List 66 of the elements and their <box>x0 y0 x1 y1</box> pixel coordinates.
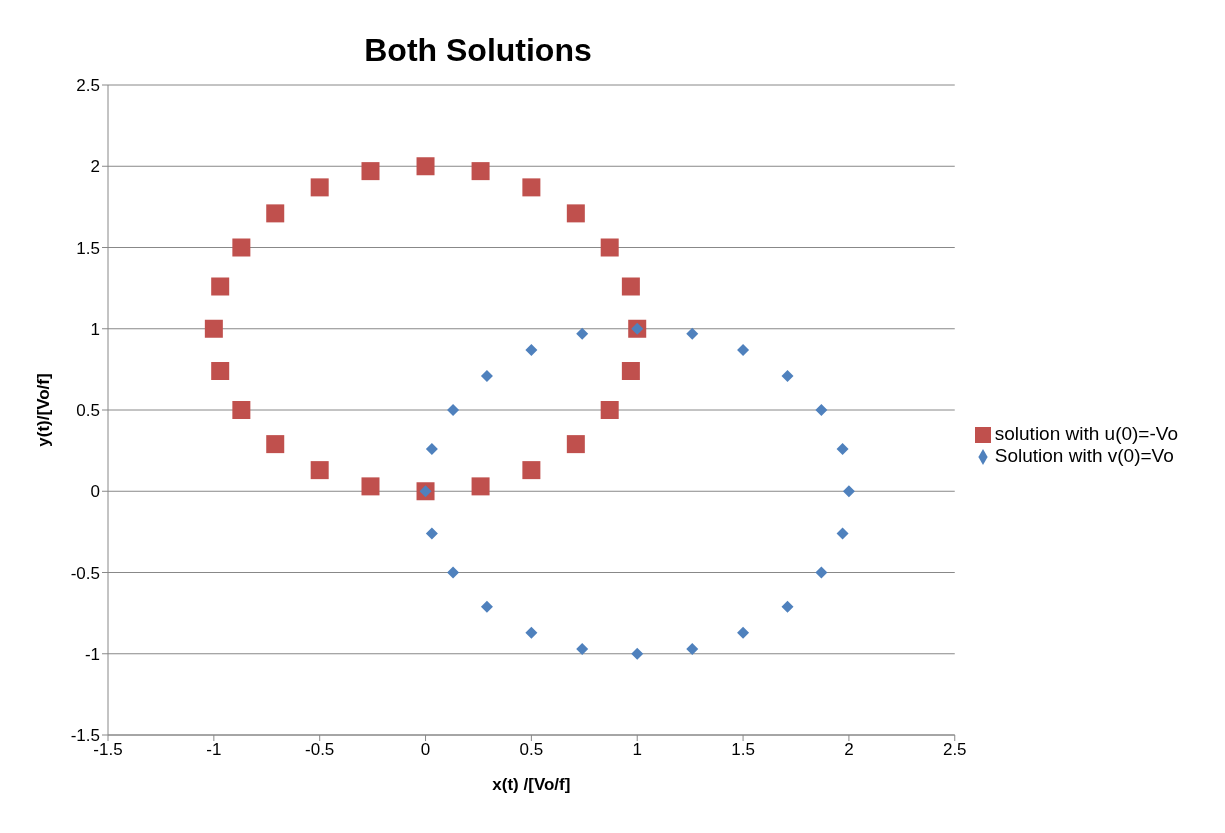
point <box>525 343 538 356</box>
y-tick-label: 1.5 <box>76 238 100 258</box>
y-tick-label: -1 <box>84 644 100 664</box>
x-axis-title: x(t) /[Vo/f] <box>492 775 571 794</box>
x-tick-label: -0.5 <box>305 740 335 760</box>
point <box>471 162 490 181</box>
point <box>836 443 849 455</box>
x-tick-label: 1.5 <box>731 740 755 760</box>
point <box>576 327 589 340</box>
point <box>631 647 644 660</box>
point <box>600 401 619 419</box>
y-tick-label: 1 <box>90 319 100 339</box>
point <box>737 626 750 639</box>
point <box>566 204 585 223</box>
point <box>447 566 460 579</box>
point <box>425 527 438 540</box>
y-tick-label: 2.5 <box>76 76 100 96</box>
y-tick-label: -1.5 <box>70 726 100 746</box>
point <box>522 178 541 197</box>
point <box>447 404 460 416</box>
point <box>416 157 435 176</box>
point <box>232 401 251 419</box>
point <box>815 404 828 416</box>
y-tick-label: 0 <box>90 482 100 502</box>
point <box>621 362 640 380</box>
point <box>211 362 230 380</box>
point <box>310 178 329 197</box>
y-axis-title: y(t)/[Vo/f] <box>34 373 54 447</box>
point <box>471 477 490 496</box>
y-tick-label: -0.5 <box>70 563 100 583</box>
point <box>232 238 251 257</box>
point <box>522 461 541 480</box>
point <box>576 642 589 655</box>
x-tick-label: 1 <box>632 740 642 760</box>
x-tick-label: -1 <box>206 740 222 760</box>
point <box>842 485 855 498</box>
point <box>815 566 828 579</box>
point <box>781 369 794 382</box>
point <box>781 600 794 613</box>
point <box>566 435 585 454</box>
point <box>737 343 750 356</box>
point <box>836 527 849 540</box>
chart-title: Both Solutions <box>363 31 593 70</box>
point <box>480 369 493 382</box>
point <box>361 477 380 496</box>
x-tick-label: 2.5 <box>942 740 967 760</box>
point <box>266 204 285 223</box>
point <box>361 162 380 181</box>
point <box>525 626 538 639</box>
point <box>600 238 619 257</box>
point <box>621 277 640 296</box>
y-tick-label: 2 <box>90 157 100 177</box>
point <box>425 443 438 455</box>
x-tick-label: 0.5 <box>519 740 544 760</box>
point <box>686 642 699 655</box>
legend-label: Solution with v(0)=Vo <box>994 445 1174 466</box>
point <box>204 319 223 338</box>
point <box>211 277 230 296</box>
point <box>480 600 493 613</box>
legend-label: solution with u(0)=-Vo <box>994 423 1178 444</box>
point <box>686 327 699 340</box>
x-tick-label: 2 <box>844 740 854 760</box>
point <box>266 435 285 454</box>
x-tick-label: 0 <box>420 740 431 760</box>
point <box>310 461 329 480</box>
y-tick-label: 0.5 <box>76 401 100 421</box>
